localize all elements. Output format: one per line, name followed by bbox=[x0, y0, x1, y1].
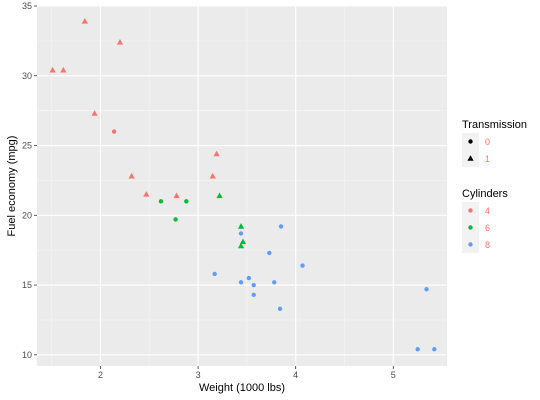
x-tick-label: 3 bbox=[196, 370, 201, 380]
legend-dot-cyl-4-icon bbox=[468, 208, 473, 213]
legend-label-cylinders-8: 8 bbox=[485, 240, 490, 250]
y-axis: 10 15 20 25 30 35 bbox=[22, 1, 37, 360]
legend-dot-cyl-8-icon bbox=[468, 242, 473, 247]
y-tick-label: 15 bbox=[22, 280, 32, 290]
x-axis: 2 3 4 5 bbox=[98, 366, 396, 380]
x-axis-title: Weight (1000 lbs) bbox=[199, 382, 285, 394]
data-point-circle bbox=[267, 250, 272, 256]
data-point-circle bbox=[277, 306, 283, 311]
data-point-triangle bbox=[81, 18, 88, 24]
plot-panel bbox=[37, 6, 447, 366]
data-point-circle bbox=[246, 275, 252, 281]
data-point-triangle bbox=[91, 110, 98, 116]
data-points bbox=[49, 18, 437, 352]
data-point-triangle bbox=[213, 150, 220, 157]
data-point-circle bbox=[111, 129, 117, 134]
data-point-triangle bbox=[116, 38, 124, 45]
data-point-circle bbox=[432, 347, 437, 352]
data-point-circle bbox=[158, 199, 164, 204]
data-point-triangle bbox=[209, 172, 216, 179]
data-point-triangle bbox=[49, 66, 56, 73]
data-point-triangle bbox=[60, 66, 67, 73]
legend-triangle-icon bbox=[467, 155, 474, 161]
y-tick-label: 10 bbox=[22, 350, 32, 360]
y-axis-title: Fuel economy (mpg) bbox=[6, 136, 18, 237]
legend-cylinders: Cylinders 4 6 8 bbox=[462, 188, 508, 253]
y-tick-label: 35 bbox=[22, 1, 32, 11]
legend-dot-cyl-6-icon bbox=[468, 225, 473, 230]
data-point-triangle bbox=[173, 192, 180, 199]
data-point-triangle bbox=[128, 172, 135, 179]
legend-label-transmission-1: 1 bbox=[485, 154, 490, 164]
grid-minor bbox=[37, 6, 447, 366]
x-tick-label: 2 bbox=[98, 370, 103, 380]
legend-label-cylinders-4: 4 bbox=[485, 206, 490, 216]
data-point-circle bbox=[278, 224, 284, 229]
legend-circle-icon bbox=[468, 139, 473, 144]
data-point-circle bbox=[272, 280, 277, 285]
data-point-circle bbox=[424, 287, 429, 292]
legend-title-transmission: Transmission bbox=[462, 119, 527, 131]
data-point-circle bbox=[238, 280, 244, 285]
data-point-circle bbox=[251, 282, 256, 288]
grid-major bbox=[37, 5, 447, 366]
data-point-triangle bbox=[143, 191, 150, 197]
data-point-circle bbox=[212, 271, 217, 277]
data-point-triangle bbox=[239, 238, 247, 245]
data-point-circle bbox=[238, 231, 244, 236]
x-tick-label: 5 bbox=[391, 370, 396, 380]
legend-label-transmission-0: 0 bbox=[485, 137, 490, 147]
y-tick-label: 20 bbox=[22, 210, 32, 220]
data-point-triangle bbox=[237, 223, 245, 229]
data-point-circle bbox=[173, 217, 178, 222]
y-tick-label: 25 bbox=[22, 141, 32, 151]
data-point-circle bbox=[184, 199, 189, 204]
data-point-circle bbox=[300, 263, 305, 268]
data-point-triangle bbox=[216, 192, 223, 199]
legend-title-cylinders: Cylinders bbox=[462, 188, 508, 200]
legend-label-cylinders-6: 6 bbox=[485, 223, 490, 233]
x-tick-label: 4 bbox=[293, 370, 298, 380]
legend-transmission: Transmission 0 1 bbox=[462, 119, 527, 167]
data-point-circle bbox=[415, 347, 420, 352]
data-point-triangle bbox=[237, 242, 245, 249]
y-tick-label: 30 bbox=[22, 71, 32, 81]
data-point-circle bbox=[251, 292, 256, 298]
